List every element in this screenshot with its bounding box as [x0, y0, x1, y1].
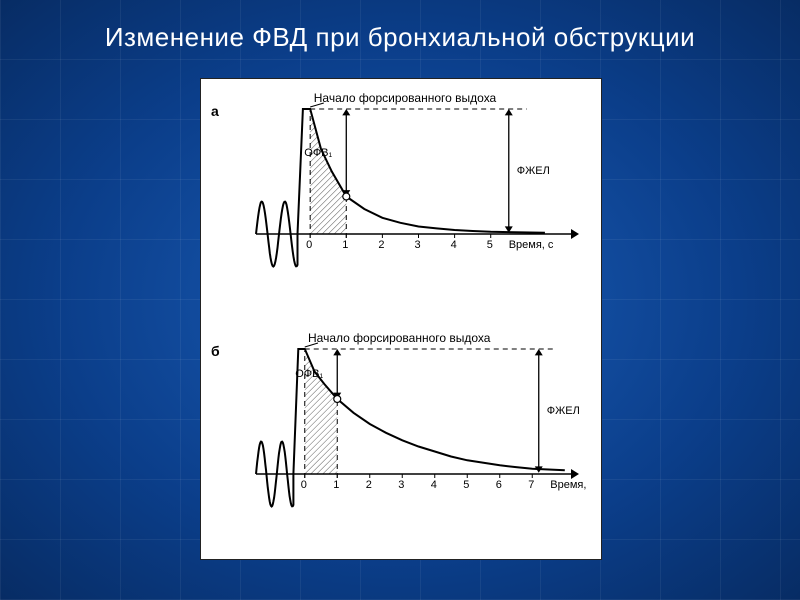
- xtick: 0: [306, 239, 312, 251]
- xtick: 2: [366, 479, 372, 491]
- xtick: 4: [451, 239, 457, 251]
- xtick: 3: [398, 479, 404, 491]
- panel-id-b: б: [211, 343, 220, 359]
- xtick: 0: [301, 479, 307, 491]
- xtick: 1: [333, 479, 339, 491]
- ofv1-label: ОФВ₁: [304, 147, 332, 159]
- xtick: 1: [342, 239, 348, 251]
- xtick: 4: [431, 479, 437, 491]
- exhale-label: Начало форсированного выдоха: [308, 331, 490, 345]
- spirometry-figure: а Начало форсированного выдоха 0 1 2 3 4 5 Время…: [200, 78, 602, 560]
- panel-a: а Начало форсированного выдоха 0 1 2 3 4 5 Время…: [201, 79, 601, 319]
- xtick: 6: [496, 479, 502, 491]
- x-axis-label: Время, с: [509, 239, 554, 251]
- exhale-label: Начало форсированного выдоха: [314, 91, 496, 105]
- fzhel-label: ФЖЕЛ: [547, 405, 580, 417]
- fzhel-label: ФЖЕЛ: [517, 165, 550, 177]
- x-axis-label: Время,: [550, 479, 586, 491]
- ofv1-label: ОФВ₁: [295, 368, 323, 380]
- slide: Изменение ФВД при бронхиальной обструкци…: [0, 0, 800, 600]
- xtick: 7: [528, 479, 534, 491]
- xtick: 5: [487, 239, 493, 251]
- xtick: 3: [415, 239, 421, 251]
- slide-title: Изменение ФВД при бронхиальной обструкци…: [0, 22, 800, 53]
- panel-b: б Начало форсированного выдоха 0 1 2 3 4 5 6 7 Вре…: [201, 319, 601, 559]
- xtick: 5: [463, 479, 469, 491]
- panel-id-a: а: [211, 103, 219, 119]
- xtick: 2: [378, 239, 384, 251]
